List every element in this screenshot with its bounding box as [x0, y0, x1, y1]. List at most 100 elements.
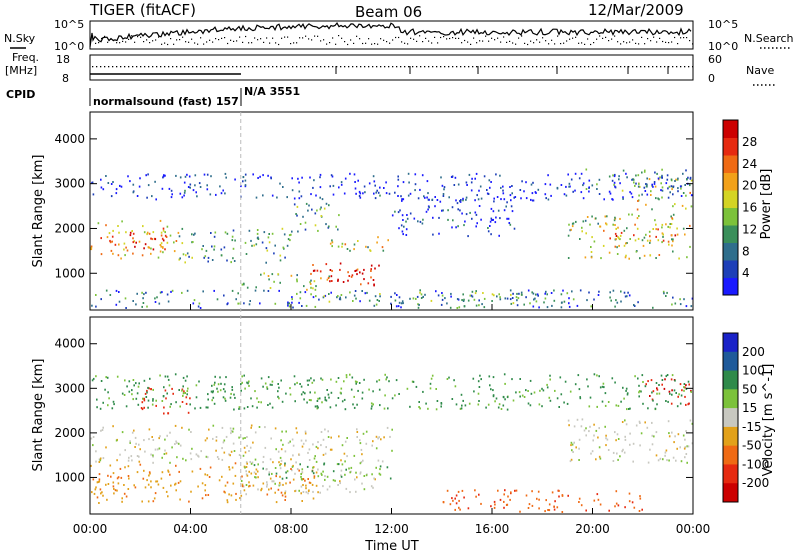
velocity-cell: [141, 500, 143, 503]
velocity-cell: [179, 498, 181, 501]
velocity-cell: [556, 506, 559, 509]
velocity-cell: [690, 390, 692, 393]
power-cell: [375, 303, 378, 306]
power-cell: [584, 219, 587, 222]
velocity-cell: [248, 481, 250, 484]
velocity-cell: [257, 463, 259, 466]
velocity-cell: [623, 451, 626, 454]
power-cell: [310, 279, 312, 282]
velocity-cell: [169, 473, 171, 476]
power-cell: [420, 297, 423, 299]
power-cell: [171, 289, 174, 292]
power-cell: [502, 185, 504, 188]
power-cell: [341, 242, 344, 245]
power-cell: [374, 184, 376, 187]
velocity-cell: [488, 375, 491, 378]
power-cell: [649, 235, 651, 238]
velocity-cell: [312, 490, 314, 493]
velocity-cell: [264, 426, 266, 429]
velocity-cell: [266, 468, 268, 471]
velocity-cell: [254, 390, 256, 393]
velocity-cell: [280, 459, 283, 462]
velocity-y-label: Slant Range [km]: [31, 359, 46, 472]
power-cell: [207, 260, 209, 263]
velocity-cell: [92, 444, 94, 447]
velocity-cell: [641, 374, 644, 377]
power-cell: [310, 293, 312, 296]
velocity-cell: [376, 380, 378, 383]
power-cell: [464, 220, 466, 223]
power-cell: [642, 244, 645, 247]
velocity-cell: [246, 381, 248, 384]
power-cell: [295, 213, 297, 215]
velocity-cell: [240, 383, 242, 386]
power-cell: [626, 227, 628, 230]
velocity-cell: [270, 487, 272, 490]
velocity-cell: [503, 493, 505, 496]
velocity-cell: [178, 389, 180, 391]
velocity-cell: [626, 408, 628, 411]
nsearch-dot: [98, 42, 100, 44]
power-cell: [534, 297, 536, 300]
power-cell: [231, 289, 234, 292]
power-cell: [474, 199, 476, 202]
power-cell: [340, 181, 343, 184]
velocity-cell: [274, 482, 276, 485]
power-cell: [136, 292, 138, 295]
velocity-cell: [451, 398, 454, 400]
velocity-cell: [580, 425, 583, 428]
nsearch-dot: [557, 35, 559, 37]
velocity-cell: [91, 379, 94, 382]
velocity-cell: [92, 436, 95, 438]
power-cell: [237, 292, 239, 295]
velocity-cell: [110, 475, 112, 478]
power-cell: [219, 185, 221, 188]
power-cell: [341, 245, 343, 248]
velocity-cell: [181, 426, 183, 429]
velocity-cell: [300, 485, 303, 488]
power-cell: [409, 212, 412, 215]
power-cell: [291, 189, 294, 192]
nsearch-dot: [263, 41, 265, 43]
power-cell: [568, 297, 570, 300]
power-cell: [450, 295, 452, 298]
power-cell: [359, 271, 361, 274]
power-cell: [305, 202, 308, 205]
nave-dot: [228, 66, 230, 68]
x-tick-label: 04:00: [173, 522, 208, 536]
power-cell: [325, 202, 328, 205]
power-cell: [266, 249, 269, 252]
power-cell: [313, 269, 316, 272]
nave-dot: [540, 66, 542, 68]
velocity-cell: [174, 443, 176, 445]
velocity-cell: [260, 487, 263, 490]
power-cell: [453, 184, 456, 186]
velocity-cell: [155, 404, 157, 407]
velocity-cell: [152, 388, 154, 391]
velocity-cell: [123, 492, 126, 495]
velocity-cell: [107, 391, 109, 394]
nsearch-dot: [656, 41, 658, 43]
power-cell: [323, 207, 326, 210]
power-cell: [126, 249, 129, 252]
velocity-cell: [248, 485, 250, 488]
velocity-cell: [107, 474, 109, 477]
velocity-cell: [105, 446, 107, 449]
colorbar-swatch: [723, 137, 738, 156]
velocity-cell: [670, 378, 673, 381]
power-cell: [479, 185, 482, 188]
power-cell: [162, 239, 165, 242]
power-cell: [241, 283, 244, 286]
velocity-cell: [128, 390, 131, 393]
velocity-cell: [132, 379, 135, 381]
nsearch-dot: [422, 41, 424, 43]
cpid-entry-2: N/A 3551: [244, 85, 300, 98]
velocity-cell: [666, 459, 668, 462]
power-cell: [672, 238, 674, 241]
velocity-cell: [330, 378, 332, 381]
velocity-cell: [615, 502, 618, 505]
velocity-cell: [314, 455, 316, 458]
velocity-cell: [300, 492, 302, 495]
colorbar-swatch: [723, 370, 738, 390]
power-cell: [106, 236, 109, 239]
